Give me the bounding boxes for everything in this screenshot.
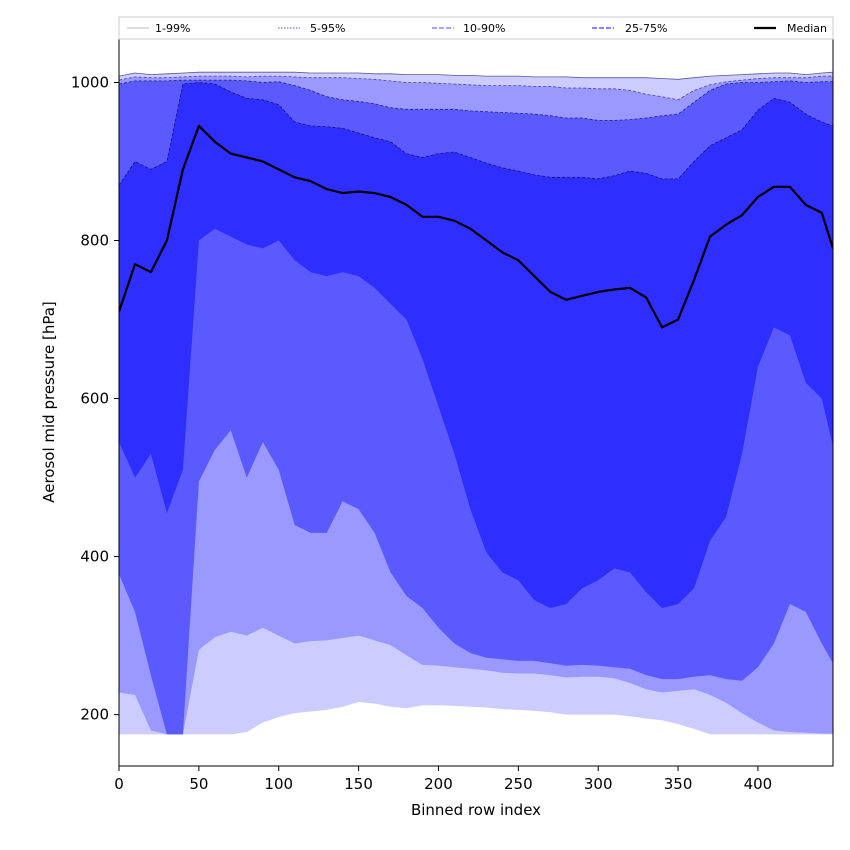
x-axis-label: Binned row index — [411, 801, 541, 819]
legend: 1-99% 5-95% 10-90% 25-75% Median — [118, 16, 834, 40]
legend-label: Median — [787, 22, 827, 35]
x-tick-label: 200 — [424, 775, 453, 793]
median-line — [119, 124, 833, 329]
x-tick-label: 100 — [264, 775, 293, 793]
x-tick-label: 300 — [584, 775, 613, 793]
plot-area — [119, 71, 833, 735]
x-tick-label: 50 — [189, 775, 208, 793]
y-tick-label: 800 — [80, 232, 109, 250]
band-25-75 — [119, 82, 833, 608]
y-tick-label: 200 — [80, 706, 109, 724]
band-upper-edge-10-90 — [119, 79, 833, 121]
x-tick-label: 250 — [504, 775, 533, 793]
y-tick-label: 400 — [80, 548, 109, 566]
x-tick-label: 150 — [344, 775, 373, 793]
y-axis: 200 400 600 800 1000 — [71, 73, 119, 724]
band-upper-edge-1-99 — [119, 71, 833, 80]
y-tick-label: 1000 — [71, 73, 109, 91]
y-axis-label: Aerosol mid pressure [hPa] — [40, 301, 58, 503]
x-tick-label: 0 — [114, 775, 124, 793]
band-upper-edge-5-95 — [119, 75, 833, 101]
x-axis: 0 50 100 150 200 250 300 350 400 — [114, 766, 772, 793]
band-upper-edge-25-75 — [119, 82, 833, 186]
legend-label: 1-99% — [155, 22, 190, 35]
x-tick-label: 350 — [664, 775, 693, 793]
legend-label: 25-75% — [625, 22, 667, 35]
legend-label: 5-95% — [310, 22, 345, 35]
y-tick-label: 600 — [80, 390, 109, 408]
legend-frame — [118, 16, 834, 40]
x-tick-label: 400 — [744, 775, 773, 793]
legend-label: 10-90% — [463, 22, 505, 35]
